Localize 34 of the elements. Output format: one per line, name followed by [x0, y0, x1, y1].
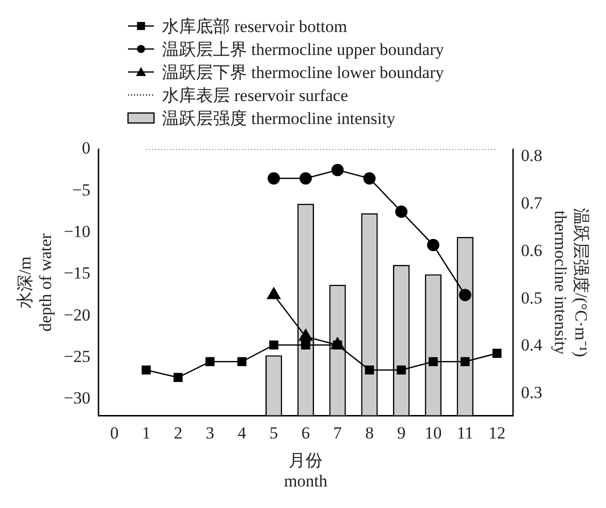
x-tick-label: 11 — [456, 423, 474, 442]
x-tick-label: 10 — [424, 423, 442, 442]
x-tick-label: 6 — [301, 423, 310, 442]
x-tick-label: 1 — [142, 423, 150, 442]
x-tick-label: 4 — [238, 423, 247, 442]
x-tick-label: 12 — [488, 423, 506, 442]
y-tick-label: −30 — [64, 388, 90, 408]
y2-tick-label: 0.4 — [520, 336, 543, 355]
y2-tick-label: 0.3 — [520, 383, 542, 402]
x-axis-title: 月份 month — [284, 450, 328, 490]
x-tick-label: 8 — [365, 423, 374, 442]
y-tick-label: −20 — [64, 305, 90, 324]
x-tick-label: 2 — [174, 423, 182, 442]
y-axis-title: 水深/m depth of water — [16, 233, 56, 332]
y2-tick-label: 0.8 — [520, 146, 542, 166]
y2-tick-label: 0.5 — [520, 288, 542, 308]
legend-label: 水库表层 reservoir surface — [162, 84, 348, 106]
y-tick-label: −10 — [64, 222, 90, 241]
legend-label: 温跃层上界 thermocline upper boundary — [162, 38, 444, 60]
y2-tick-label: 0.7 — [520, 194, 543, 213]
legend-label: 水库底部 reservoir bottom — [162, 16, 348, 38]
legend-label: 温跃层下界 thermocline lower boundary — [162, 62, 444, 84]
y-tick-label: 0 — [82, 138, 90, 158]
x-tick-label: 9 — [397, 423, 406, 442]
y-tick-label: −15 — [64, 264, 90, 283]
x-tick-label: 5 — [270, 423, 278, 442]
x-tick-label: 7 — [333, 423, 342, 442]
y-tick-label: −25 — [64, 346, 90, 366]
y2-axis-title: 温跃层强度/(°C·m⁻¹) thermocline intensity — [550, 208, 590, 358]
legend-label: 温跃层强度 thermocline intensity — [162, 108, 396, 130]
x-tick-label: 0 — [110, 423, 119, 442]
x-tick-label: 3 — [206, 423, 214, 442]
y-tick-label: −5 — [72, 180, 90, 200]
y2-tick-label: 0.6 — [520, 240, 542, 260]
